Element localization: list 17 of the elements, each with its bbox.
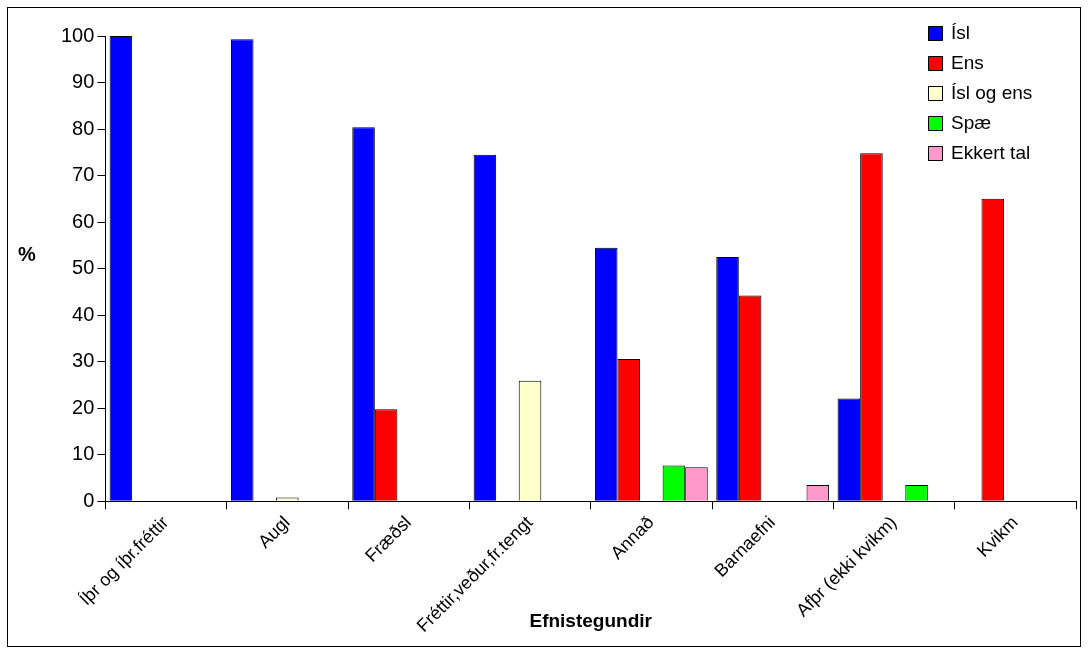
legend-label: Ísl [951,22,970,44]
y-tick-label: 10 [72,442,95,465]
y-tick-label: 50 [72,256,95,279]
legend-label: Ens [951,52,984,74]
y-tick-label: 30 [72,349,95,372]
legend-label: Ekkert tal [951,142,1031,164]
y-tick-label: 70 [72,163,95,186]
y-tick-label: 100 [60,23,95,46]
y-axis-title: % [18,243,36,266]
y-tick-label: 0 [83,488,95,511]
y-tick-label: 90 [72,70,95,93]
y-tick-label: 80 [72,116,95,139]
y-tick-label: 20 [72,395,95,418]
y-tick-label: 60 [72,209,95,232]
legend-label: Ísl og ens [951,82,1033,104]
legend-label: Spæ [951,112,992,134]
y-tick-label: 40 [72,302,95,325]
